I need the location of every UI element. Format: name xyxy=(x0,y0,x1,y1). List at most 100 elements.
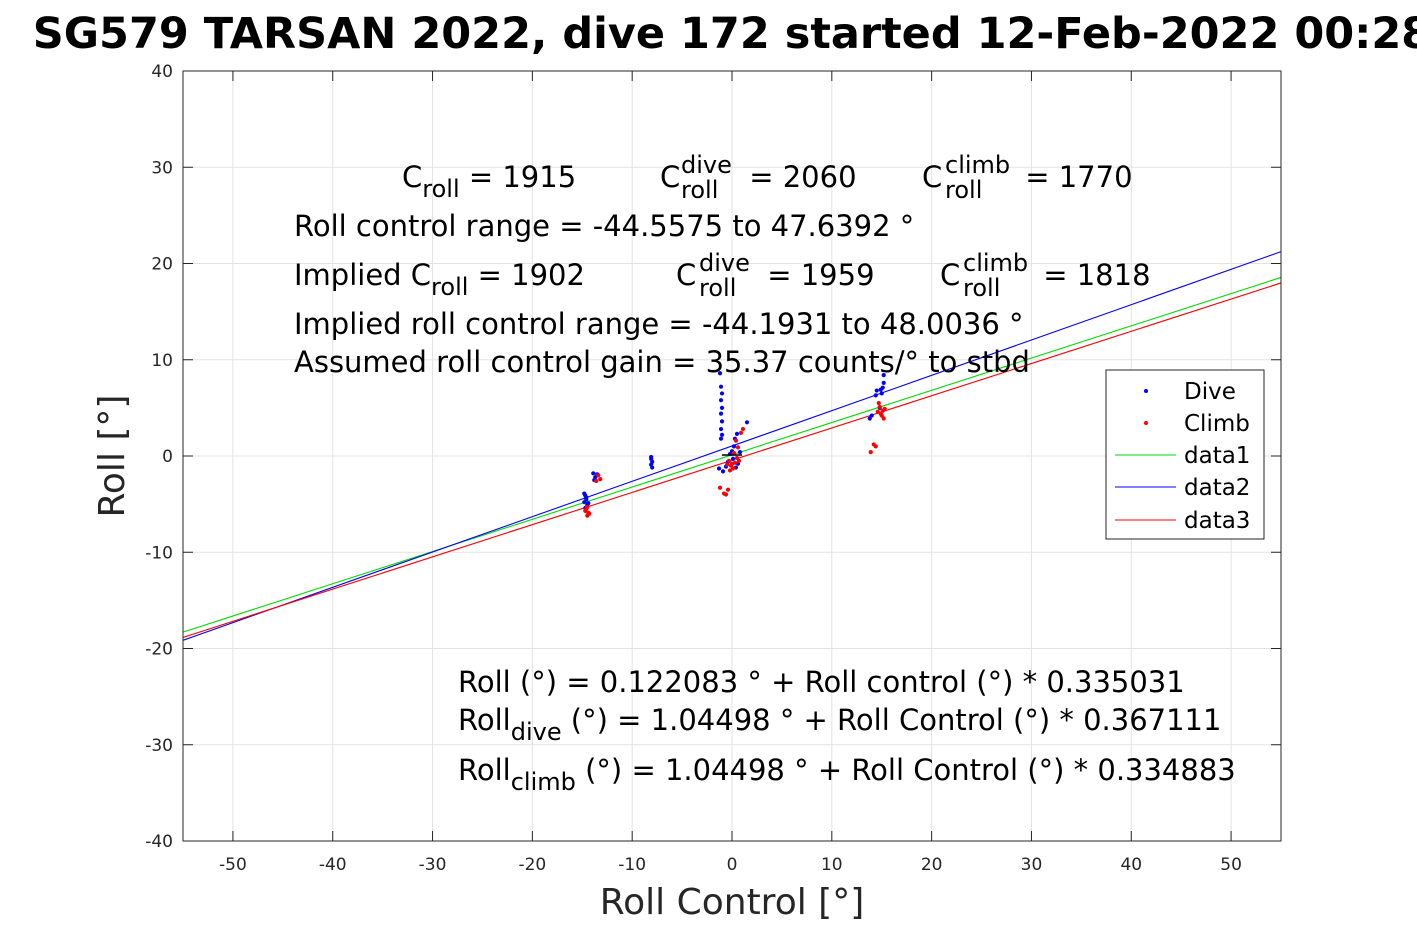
point-dive xyxy=(744,420,750,425)
point-dive xyxy=(582,491,587,496)
x-tick-label: 30 xyxy=(1021,855,1043,875)
point-dive xyxy=(718,384,724,389)
point-dive xyxy=(873,393,878,398)
legend-dive-label: Dive xyxy=(1184,379,1236,405)
point-climb xyxy=(596,473,601,478)
y-tick-label: -10 xyxy=(145,543,173,563)
point-climb xyxy=(729,461,735,466)
point-climb xyxy=(882,406,887,411)
legend-climb-marker xyxy=(1144,421,1148,425)
y-tick-label: -40 xyxy=(145,832,173,852)
point-dive xyxy=(719,419,725,424)
x-tick-label: 20 xyxy=(921,855,943,875)
x-tick-label: -20 xyxy=(518,855,546,875)
c-roll-annotation: Croll = 1915 xyxy=(402,160,576,203)
point-dive xyxy=(718,436,724,441)
point-dive xyxy=(730,456,736,461)
fit-equation-dive: Rolldive (°) = 1.04498 ° + Roll Control … xyxy=(458,703,1221,746)
point-climb xyxy=(723,492,729,497)
x-tick-label: 10 xyxy=(821,855,843,875)
x-tick-label: 40 xyxy=(1120,855,1142,875)
point-dive xyxy=(650,465,655,470)
point-climb xyxy=(875,409,880,414)
point-climb xyxy=(727,468,733,473)
x-tick-label: -10 xyxy=(618,855,646,875)
point-dive xyxy=(881,373,886,378)
implied-range-annotation: Implied roll control range = -44.1931 to… xyxy=(294,307,1024,341)
y-tick-label: 10 xyxy=(151,351,173,371)
point-climb xyxy=(585,504,590,510)
y-tick-label: 40 xyxy=(151,62,173,82)
y-tick-label: -20 xyxy=(145,640,173,660)
chart-title: SG579 TARSAN 2022, dive 172 started 12-F… xyxy=(33,9,1417,59)
point-dive xyxy=(719,432,725,437)
legend: Dive Climb data1 data2 data3 xyxy=(1105,369,1265,540)
x-axis-label: Roll Control [°] xyxy=(600,882,865,923)
point-climb xyxy=(726,458,732,463)
point-climb xyxy=(733,438,739,443)
point-climb xyxy=(583,508,588,513)
point-dive xyxy=(874,388,879,393)
point-dive xyxy=(718,398,724,403)
point-climb xyxy=(740,426,746,432)
data-points xyxy=(582,371,887,518)
y-tick-label: 0 xyxy=(162,447,173,467)
x-tick-label: -40 xyxy=(319,855,347,875)
point-climb xyxy=(594,478,599,484)
fit-equation-climb: Rollclimb (°) = 1.04498 ° + Roll Control… xyxy=(458,753,1236,796)
point-climb xyxy=(881,416,886,421)
c-roll-dive-annotation: Cdive roll = 2060 xyxy=(660,151,857,204)
point-dive xyxy=(879,391,884,396)
x-tick-label: -50 xyxy=(219,855,247,875)
y-tick-label: 20 xyxy=(151,255,173,275)
point-dive xyxy=(731,444,737,449)
point-climb xyxy=(725,487,731,492)
point-dive xyxy=(717,371,723,376)
point-dive xyxy=(881,380,886,385)
point-climb xyxy=(868,450,873,455)
gain-annotation: Assumed roll control gain = 35.37 counts… xyxy=(294,345,1030,379)
point-dive xyxy=(584,495,589,500)
point-climb xyxy=(876,400,881,406)
point-dive xyxy=(586,501,591,506)
point-climb xyxy=(587,511,592,516)
point-climb xyxy=(735,445,741,450)
point-climb xyxy=(738,430,744,435)
point-climb xyxy=(730,466,736,471)
legend-data1-label: data1 xyxy=(1184,443,1250,469)
point-dive xyxy=(582,500,587,505)
point-dive xyxy=(716,466,722,471)
point-dive xyxy=(591,471,596,476)
x-tick-label: 0 xyxy=(727,855,738,875)
point-dive xyxy=(719,405,725,410)
point-climb xyxy=(717,485,723,490)
fit-equation-all: Roll (°) = 0.122083 ° + Roll control (°)… xyxy=(458,665,1185,699)
point-dive xyxy=(720,469,726,474)
point-climb xyxy=(724,462,730,467)
legend-data3-label: data3 xyxy=(1184,508,1250,534)
point-climb xyxy=(877,404,882,410)
point-climb xyxy=(736,458,742,463)
point-dive xyxy=(867,416,872,421)
y-tick-label: -30 xyxy=(145,736,173,756)
point-dive xyxy=(718,426,724,432)
point-climb xyxy=(731,451,737,456)
point-dive xyxy=(878,387,883,392)
x-tick-label: 50 xyxy=(1220,855,1242,875)
legend-dive-marker xyxy=(1144,389,1148,393)
implied-c-roll-annotation: Implied Croll = 1902 xyxy=(294,258,585,301)
axis-ticks: -50 -40 -30 -20 -10 0 10 20 30 40 50 -40 -30 -20 -10 0 1… xyxy=(145,62,1281,875)
point-dive xyxy=(737,450,743,455)
point-dive xyxy=(649,454,654,460)
point-dive xyxy=(734,431,740,436)
point-climb xyxy=(598,477,603,482)
point-climb xyxy=(873,444,878,449)
x-tick-label: -30 xyxy=(419,855,447,875)
legend-data2-label: data2 xyxy=(1184,475,1250,501)
y-tick-label: 30 xyxy=(151,158,173,178)
point-dive xyxy=(718,411,724,416)
